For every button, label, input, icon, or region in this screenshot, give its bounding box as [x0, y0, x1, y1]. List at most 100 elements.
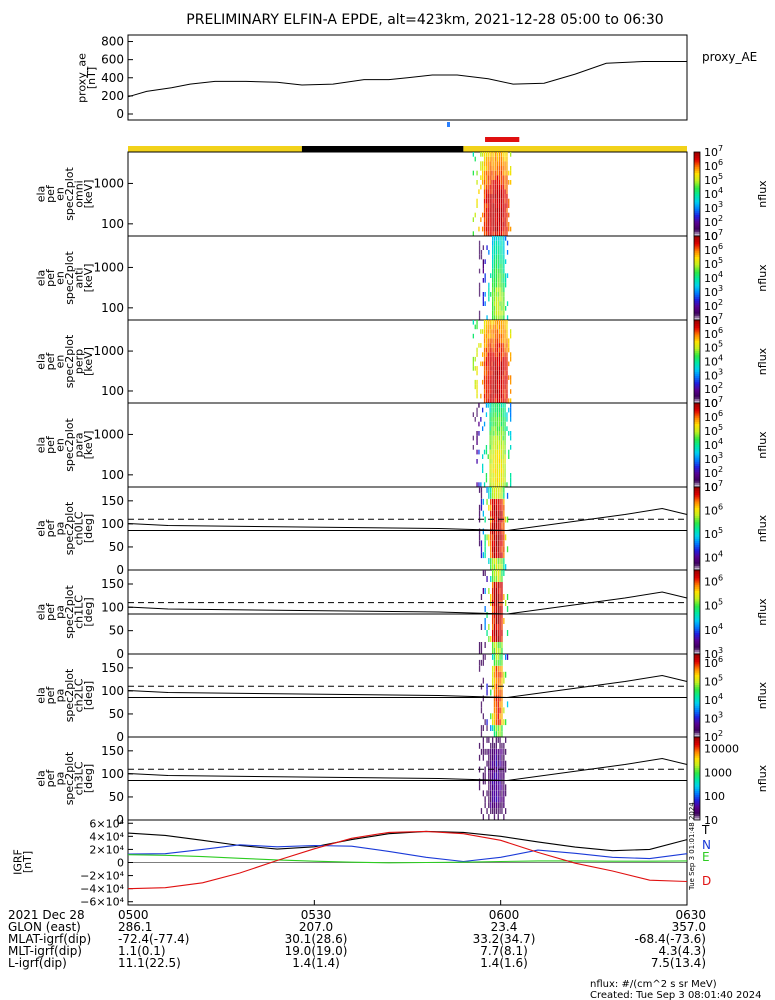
colorbar-step	[694, 753, 700, 757]
spectrogram-cell	[495, 772, 497, 779]
spectrogram-cell	[493, 236, 496, 241]
spectrogram-cell	[498, 361, 501, 367]
spectrogram-cell	[500, 389, 502, 394]
spectrogram-cell	[497, 624, 499, 630]
spectrogram-cell	[497, 558, 499, 564]
spectrogram-cell	[492, 510, 494, 517]
spectrogram-cell	[493, 203, 495, 208]
spectrogram-cell	[482, 772, 484, 779]
spectrogram-cell	[510, 407, 512, 413]
spectrogram-cell	[505, 273, 507, 278]
spectrogram-ylabel-line: pef	[44, 352, 57, 371]
spectrogram-cell	[482, 161, 484, 166]
spectrogram-cell	[502, 384, 504, 390]
spectrogram-cell	[506, 184, 508, 190]
spectrogram-cell	[493, 180, 495, 185]
colorbar-step	[694, 242, 700, 245]
spectrogram-cell	[495, 648, 497, 654]
spectrogram-cell	[490, 790, 492, 797]
spectrogram-cell	[492, 504, 494, 511]
spectrogram-cell	[491, 333, 493, 339]
spectrogram-cell	[493, 306, 496, 311]
spectrogram-cell	[480, 166, 482, 171]
spectrogram-cell	[493, 435, 495, 441]
spectrogram-cell	[476, 389, 478, 394]
spectrogram-cell	[495, 407, 497, 413]
colorbar-step	[694, 555, 700, 559]
colorbar-step	[694, 635, 700, 638]
colorbar-step	[694, 405, 700, 408]
spectrogram-cell	[478, 268, 481, 274]
spectrogram-cell	[484, 624, 486, 630]
spectrogram-cell	[499, 790, 501, 797]
spectrogram-cell	[500, 477, 502, 483]
colorbar-step	[694, 409, 700, 412]
spectrogram-cell	[501, 612, 503, 618]
spectrogram-cell	[482, 778, 484, 785]
spectrogram-cell	[474, 156, 476, 162]
spectrogram-cell	[501, 713, 503, 720]
spectrogram-cell	[499, 528, 501, 535]
spectrogram-cell	[485, 347, 488, 353]
spectrogram-cell	[487, 166, 489, 171]
spectrogram-cell	[495, 683, 497, 690]
colorbar-step	[694, 609, 700, 613]
spectrogram-cell	[478, 403, 480, 408]
spectrogram-cell	[497, 546, 499, 553]
colorbar-step	[694, 660, 700, 663]
spectrogram-cell	[500, 473, 502, 478]
spectrogram-cell	[488, 790, 490, 797]
spectrogram-ylabel-line: [deg]	[82, 764, 95, 793]
spectrogram-cell	[495, 540, 497, 547]
spectrogram-cell	[492, 552, 494, 559]
spectrogram-cell	[498, 329, 501, 334]
spectrogram-cell	[493, 588, 496, 594]
spectrogram-cell	[484, 606, 486, 612]
colorbar-step	[694, 497, 700, 500]
spectrogram-cell	[488, 558, 490, 564]
x-info-value: 1.4(1.6)	[480, 956, 528, 970]
spectrogram-cell	[495, 534, 497, 541]
spectrogram-cell	[495, 558, 497, 564]
colorbar-tick-label: 1000	[704, 766, 732, 779]
colorbar-step	[694, 656, 700, 659]
spectrogram-cell	[493, 534, 496, 541]
spectrogram-cell	[497, 268, 499, 274]
spectrogram-cell	[505, 748, 507, 755]
colorbar-step	[694, 689, 700, 692]
spectrogram-cell	[497, 236, 499, 241]
colorbar-step	[694, 373, 700, 377]
spectrogram-cell	[495, 259, 497, 264]
spectrogram-cell	[496, 166, 499, 171]
spectrogram-cell	[474, 356, 476, 362]
spectrogram-cell	[478, 754, 481, 761]
colorbar-step	[694, 208, 700, 212]
colorbar-step	[694, 156, 700, 159]
spectrogram-cell	[499, 802, 501, 809]
spectrogram-cell	[504, 212, 506, 218]
spectrogram-cell	[492, 624, 494, 630]
spectrogram-cell	[486, 760, 488, 767]
spectrogram-cell	[495, 701, 497, 708]
spectrogram-cell	[500, 431, 502, 436]
spectrogram-cell	[490, 772, 492, 779]
colorbar-step	[694, 332, 700, 335]
spectrogram-cell	[501, 731, 503, 737]
spectrogram-cell	[508, 375, 510, 380]
spectrogram-cell	[499, 240, 501, 246]
spectrogram-cell	[501, 528, 503, 535]
colorbar-step	[694, 451, 700, 454]
spectrogram-cell	[490, 552, 492, 559]
spectrogram-cell	[490, 689, 492, 696]
spectrogram-cell	[506, 654, 509, 660]
spectrogram-cell	[493, 445, 495, 450]
spectrogram-ylabel-line: pef	[44, 184, 57, 203]
spectrogram-cell	[503, 570, 505, 576]
spectrogram-cell	[476, 352, 478, 357]
spectrogram-cell	[484, 642, 486, 648]
spectrogram-cell	[496, 384, 499, 390]
spectrogram-cell	[486, 725, 488, 731]
colorbar-step	[694, 434, 700, 438]
spectrogram-cell	[489, 166, 491, 171]
spectrogram-cell	[491, 449, 493, 455]
